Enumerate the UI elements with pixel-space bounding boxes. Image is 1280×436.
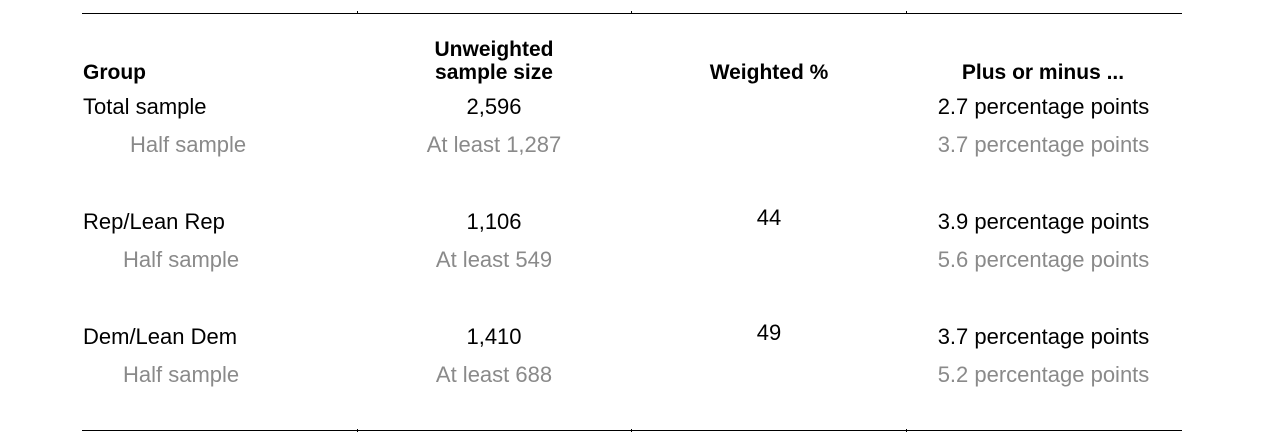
column-tick xyxy=(357,11,358,14)
weighted-percent: 49 xyxy=(756,320,782,345)
group-label: Rep/Lean Rep xyxy=(83,209,225,234)
margin-of-error: 3.9 percentage points xyxy=(937,209,1150,234)
unweighted-size: 2,596 xyxy=(466,94,522,119)
column-tick xyxy=(631,429,632,432)
top-rule xyxy=(82,13,1182,14)
group-label: Half sample xyxy=(130,132,247,157)
column-tick xyxy=(631,11,632,14)
margin-of-error: 3.7 percentage points xyxy=(937,132,1150,157)
header-group: Group xyxy=(83,61,146,84)
header-unweighted-line2: sample size xyxy=(435,61,553,84)
group-label: Dem/Lean Dem xyxy=(83,324,238,349)
column-tick xyxy=(906,11,907,14)
margin-of-error: 5.2 percentage points xyxy=(937,362,1150,387)
margin-of-error: 3.7 percentage points xyxy=(937,324,1150,349)
column-tick xyxy=(357,429,358,432)
bottom-rule xyxy=(82,430,1182,431)
unweighted-size: At least 1,287 xyxy=(426,132,562,157)
unweighted-size: At least 688 xyxy=(435,362,553,387)
unweighted-size: At least 549 xyxy=(435,247,553,272)
header-plus-minus: Plus or minus ... xyxy=(961,61,1125,84)
margin-of-error: 5.6 percentage points xyxy=(937,247,1150,272)
group-label: Total sample xyxy=(83,94,207,119)
margin-of-error: 2.7 percentage points xyxy=(937,94,1150,119)
group-label: Half sample xyxy=(123,247,240,272)
weighted-percent: 44 xyxy=(756,205,782,230)
group-label: Half sample xyxy=(123,362,240,387)
column-tick xyxy=(906,429,907,432)
unweighted-size: 1,106 xyxy=(466,209,522,234)
header-unweighted-line1: Unweighted xyxy=(434,38,554,61)
header-weighted: Weighted % xyxy=(709,61,829,84)
unweighted-size: 1,410 xyxy=(466,324,522,349)
